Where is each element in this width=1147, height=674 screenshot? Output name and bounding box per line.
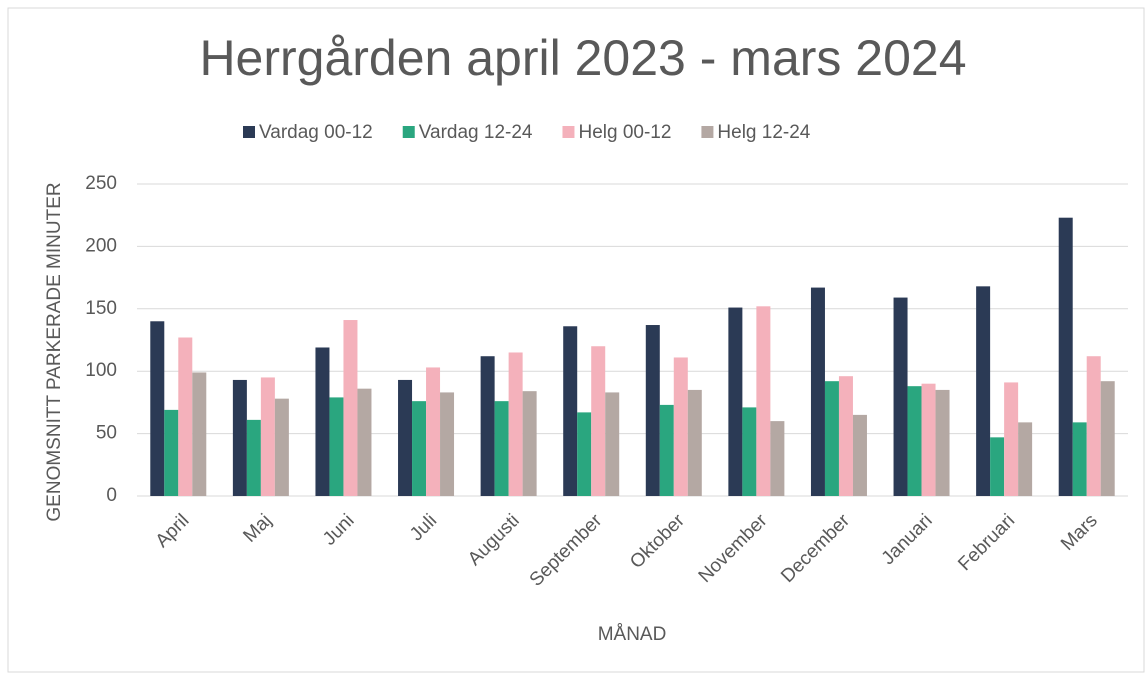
bar — [522, 391, 537, 496]
legend-label: Vardag 12-24 — [419, 122, 533, 143]
bar — [990, 437, 1005, 496]
y-axis-title: GENOMSNITT PARKERADE MINUTER — [44, 182, 65, 521]
bar — [150, 321, 165, 496]
bar — [659, 404, 674, 496]
x-axis-title: MÅNAD — [598, 624, 667, 645]
bar — [192, 372, 207, 496]
bar — [164, 409, 179, 496]
bar — [770, 421, 785, 496]
y-tick-label: 200 — [85, 235, 117, 256]
bar — [178, 337, 193, 496]
bar — [508, 352, 523, 496]
bar — [838, 376, 853, 496]
legend-swatch — [562, 126, 575, 138]
y-tick-label: 100 — [85, 360, 117, 381]
bar — [480, 356, 495, 496]
bar — [687, 389, 702, 496]
bar — [824, 381, 839, 496]
bar — [1072, 422, 1087, 496]
bar — [426, 367, 441, 496]
bar — [412, 401, 427, 496]
bar — [563, 326, 578, 496]
bar — [1058, 217, 1073, 497]
bar — [577, 412, 592, 496]
legend-label: Helg 12-24 — [717, 122, 810, 143]
bar — [645, 325, 660, 496]
y-tick-label: 0 — [106, 485, 117, 506]
legend-swatch — [402, 126, 415, 138]
bar — [398, 379, 413, 496]
bar — [591, 346, 606, 496]
bar — [315, 347, 330, 496]
legend-swatch — [701, 126, 714, 138]
y-tick-label: 150 — [85, 298, 117, 319]
y-tick-label: 50 — [96, 423, 117, 444]
bar — [728, 307, 743, 496]
bar — [742, 407, 757, 496]
legend-label: Vardag 00-12 — [259, 122, 373, 143]
chart-title: Herrgården april 2023 - mars 2024 — [199, 30, 966, 86]
bar — [673, 357, 688, 496]
bar — [274, 398, 289, 496]
bar — [893, 297, 908, 496]
bar — [907, 386, 922, 496]
bar — [1018, 422, 1033, 496]
legend-swatch — [243, 126, 255, 138]
legend-label: Helg 00-12 — [578, 122, 671, 143]
bar — [494, 401, 509, 496]
bar — [1100, 381, 1115, 496]
bar — [440, 392, 455, 496]
bar — [1004, 382, 1019, 496]
bar — [852, 414, 867, 496]
bar — [260, 377, 275, 496]
bar — [357, 388, 372, 496]
bar — [976, 286, 991, 496]
bar — [343, 320, 358, 496]
bar — [921, 383, 936, 496]
bar — [935, 389, 950, 496]
bar — [756, 306, 771, 496]
bar — [810, 287, 825, 496]
y-tick-label: 250 — [85, 173, 117, 194]
bar — [605, 392, 620, 496]
bar — [329, 397, 344, 496]
bar — [232, 379, 247, 496]
bar — [246, 419, 261, 496]
bar — [1086, 356, 1101, 496]
